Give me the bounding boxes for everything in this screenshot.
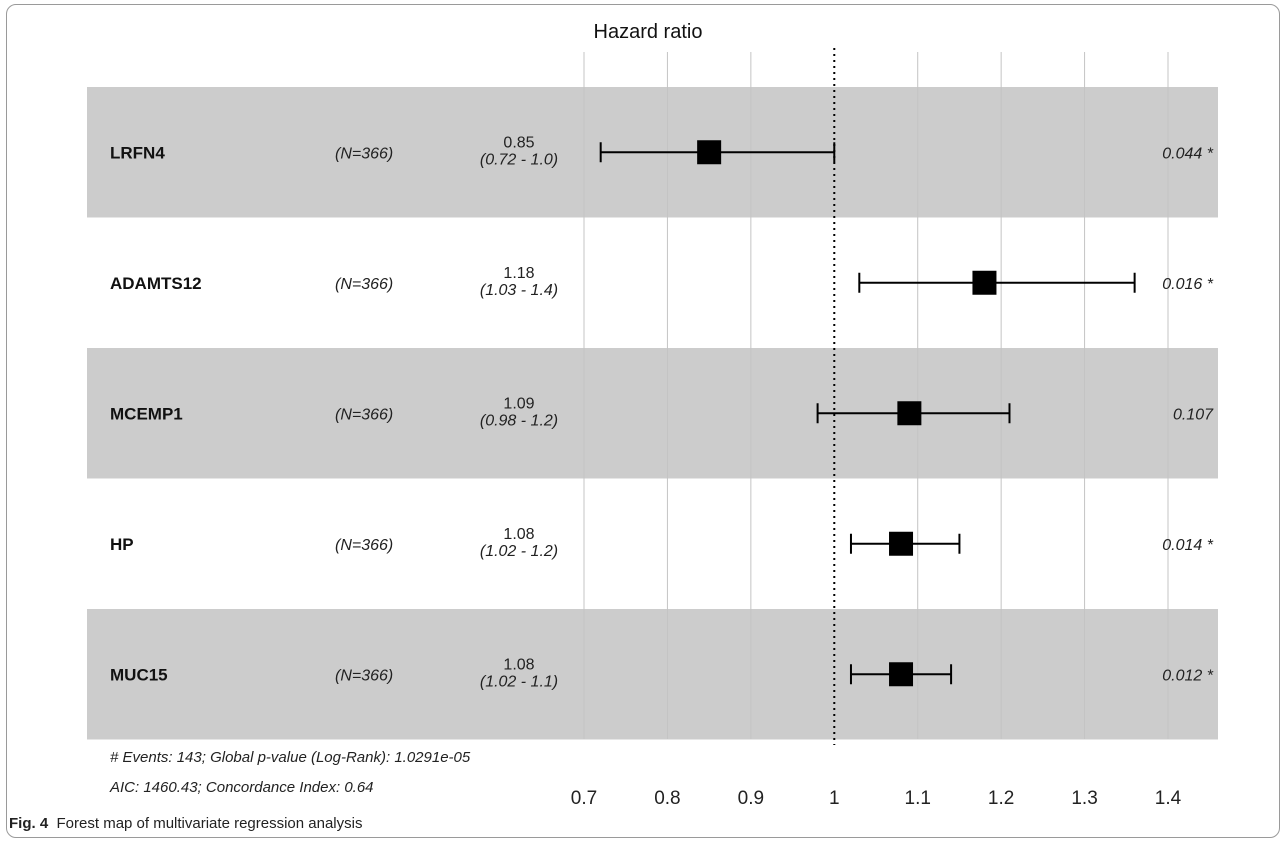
row-ci-lrfn4: (0.72 - 1.0) (480, 151, 558, 168)
hr-marker-lrfn4 (697, 140, 722, 165)
x-tick-label: 1.3 (1071, 788, 1097, 809)
figure-caption: Fig. 4 Forest map of multivariate regres… (9, 815, 362, 832)
row-hr-lrfn4: 0.85 (503, 134, 534, 151)
row-ci-adamts12: (1.03 - 1.4) (480, 282, 558, 299)
hr-marker-hp (889, 531, 914, 556)
row-label-hp: HP (110, 535, 134, 554)
x-tick-label: 1.1 (905, 788, 931, 809)
row-hr-mcemp1: 1.09 (503, 395, 534, 412)
row-n-muc15: (N=366) (335, 667, 393, 684)
x-tick-label: 1 (829, 788, 840, 809)
row-hr-adamts12: 1.18 (503, 265, 534, 282)
x-tick-label: 0.9 (738, 788, 764, 809)
row-hr-hp: 1.08 (503, 526, 534, 543)
row-n-lrfn4: (N=366) (335, 145, 393, 162)
row-p-hp: 0.014 * (1162, 537, 1213, 554)
x-tick-label: 0.8 (654, 788, 680, 809)
x-tick-label: 1.4 (1155, 788, 1182, 809)
figure-caption-text: Forest map of multivariate regression an… (56, 815, 363, 832)
x-tick-label: 1.2 (988, 788, 1014, 809)
hr-marker-mcemp1 (897, 401, 922, 426)
row-n-hp: (N=366) (335, 537, 393, 554)
hr-marker-muc15 (889, 662, 914, 687)
row-ci-mcemp1: (0.98 - 1.2) (480, 412, 558, 429)
row-label-adamts12: ADAMTS12 (110, 274, 202, 293)
footnote-line-1: # Events: 143; Global p-value (Log-Rank)… (110, 749, 471, 766)
row-hr-muc15: 1.08 (503, 656, 534, 673)
row-ci-muc15: (1.02 - 1.1) (480, 673, 558, 690)
row-n-adamts12: (N=366) (335, 276, 393, 293)
row-band-muc15 (87, 609, 1218, 740)
row-p-lrfn4: 0.044 * (1162, 145, 1213, 162)
row-n-mcemp1: (N=366) (335, 406, 393, 423)
row-ci-hp: (1.02 - 1.2) (480, 543, 558, 560)
row-p-mcemp1: 0.107 (1173, 406, 1214, 423)
row-label-muc15: MUC15 (110, 665, 168, 684)
row-label-lrfn4: LRFN4 (110, 143, 165, 162)
row-label-mcemp1: MCEMP1 (110, 404, 183, 423)
x-tick-label: 0.7 (571, 788, 597, 809)
row-band-mcemp1 (87, 348, 1218, 479)
chart-title: Hazard ratio (594, 21, 703, 43)
footnote-line-2: AIC: 1460.43; Concordance Index: 0.64 (109, 779, 374, 796)
row-p-adamts12: 0.016 * (1162, 276, 1213, 293)
figure-label: Fig. 4 (9, 815, 49, 832)
hr-marker-adamts12 (972, 270, 997, 295)
row-p-muc15: 0.012 * (1162, 667, 1213, 684)
